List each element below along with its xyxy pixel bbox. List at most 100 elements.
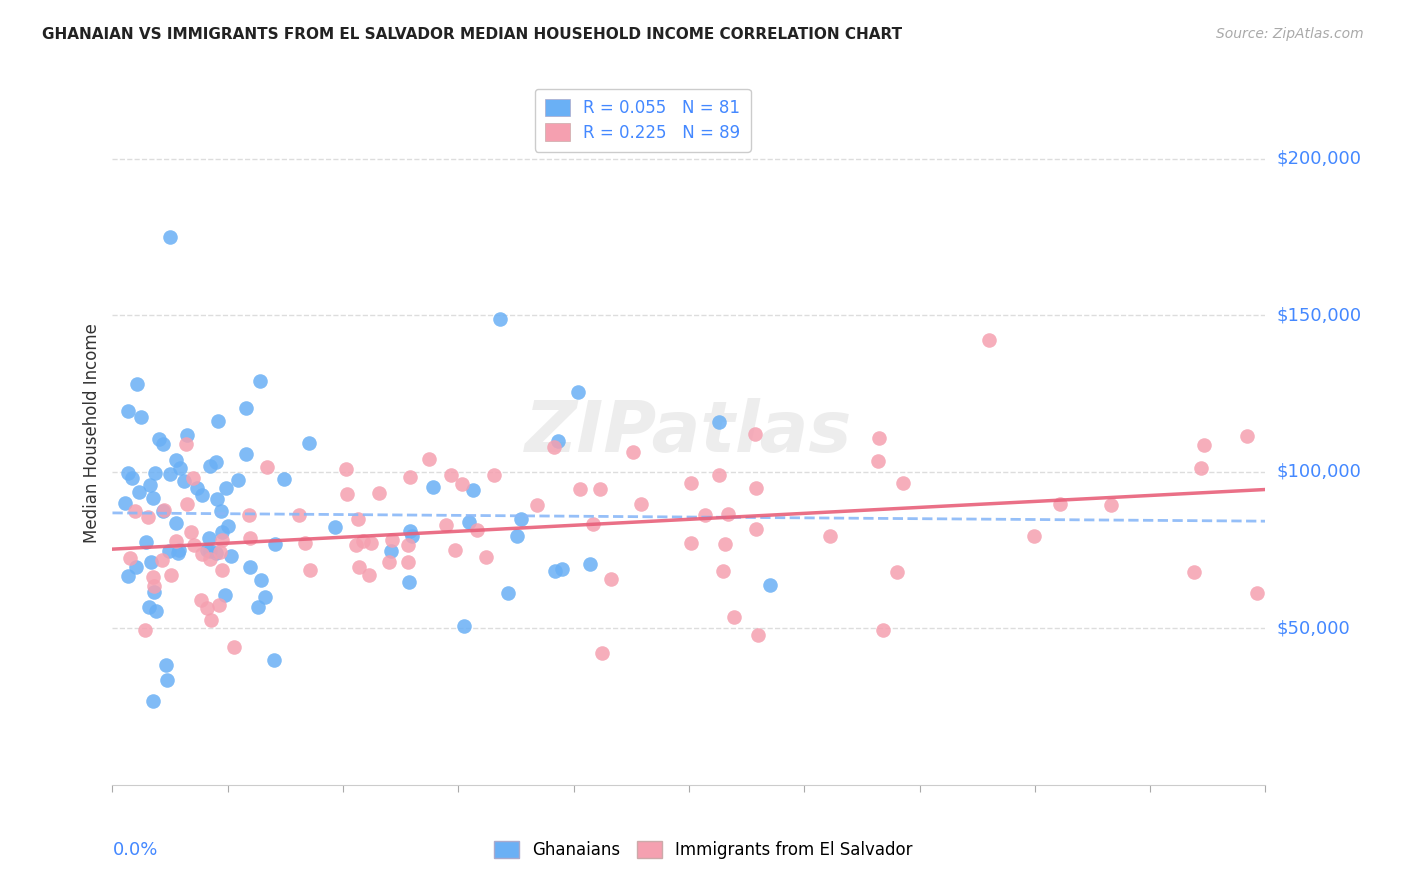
Point	[451, 476, 474, 491]
Point	[176, 497, 198, 511]
Point	[174, 437, 197, 451]
Text: $50,000: $50,000	[1277, 619, 1351, 638]
Point	[166, 546, 188, 560]
Point	[159, 230, 181, 244]
Point	[169, 461, 191, 475]
Point	[526, 498, 548, 512]
Point	[142, 570, 165, 584]
Point	[239, 532, 262, 546]
Point	[709, 467, 731, 482]
Point	[872, 623, 894, 637]
Point	[496, 586, 519, 600]
Point	[200, 613, 222, 627]
Point	[250, 574, 273, 588]
Text: 0.0%: 0.0%	[112, 841, 157, 859]
Point	[263, 537, 285, 551]
Point	[215, 481, 238, 495]
Point	[142, 579, 165, 593]
Point	[1246, 586, 1268, 600]
Point	[181, 470, 204, 484]
Text: $200,000: $200,000	[1277, 150, 1362, 168]
Point	[191, 547, 214, 561]
Point	[120, 550, 142, 565]
Point	[190, 593, 212, 607]
Point	[157, 543, 180, 558]
Point	[180, 525, 202, 540]
Point	[359, 567, 381, 582]
Point	[165, 533, 187, 548]
Point	[159, 568, 181, 582]
Point	[145, 604, 167, 618]
Point	[226, 473, 249, 487]
Point	[713, 537, 735, 551]
Point	[744, 522, 766, 536]
Point	[453, 619, 475, 633]
Point	[134, 623, 156, 637]
Point	[868, 431, 890, 445]
Point	[866, 453, 889, 467]
Point	[114, 496, 136, 510]
Point	[422, 480, 444, 494]
Point	[818, 529, 841, 543]
Legend: Ghanaians, Immigrants from El Salvador: Ghanaians, Immigrants from El Salvador	[486, 834, 920, 866]
Point	[263, 653, 285, 667]
Point	[349, 559, 371, 574]
Point	[589, 483, 612, 497]
Point	[484, 468, 506, 483]
Point	[152, 503, 174, 517]
Point	[475, 549, 498, 564]
Point	[711, 564, 734, 578]
Point	[434, 518, 457, 533]
Point	[135, 534, 157, 549]
Point	[219, 549, 242, 563]
Point	[891, 475, 914, 490]
Point	[165, 516, 187, 531]
Point	[222, 640, 245, 655]
Point	[444, 542, 467, 557]
Point	[591, 646, 613, 660]
Point	[127, 377, 149, 392]
Point	[759, 578, 782, 592]
Legend: R = 0.055   N = 81, R = 0.225   N = 89: R = 0.055 N = 81, R = 0.225 N = 89	[536, 88, 751, 152]
Point	[256, 459, 278, 474]
Point	[621, 444, 644, 458]
Point	[399, 470, 422, 484]
Point	[128, 484, 150, 499]
Point	[1049, 497, 1071, 511]
Point	[238, 559, 260, 574]
Point	[159, 467, 181, 481]
Point	[745, 481, 768, 495]
Point	[139, 477, 162, 491]
Point	[191, 488, 214, 502]
Point	[197, 543, 219, 558]
Point	[543, 564, 565, 578]
Point	[143, 466, 166, 480]
Point	[510, 512, 533, 526]
Point	[398, 574, 420, 589]
Point	[1099, 498, 1122, 512]
Point	[136, 510, 159, 524]
Point	[298, 563, 321, 577]
Point	[142, 491, 165, 506]
Point	[1022, 529, 1045, 543]
Point	[173, 475, 195, 489]
Point	[198, 544, 221, 558]
Point	[209, 504, 232, 518]
Point	[138, 600, 160, 615]
Point	[378, 555, 401, 569]
Point	[418, 451, 440, 466]
Point	[198, 531, 221, 545]
Point	[238, 508, 260, 522]
Point	[217, 519, 239, 533]
Point	[235, 447, 257, 461]
Point	[156, 673, 179, 688]
Point	[401, 529, 423, 543]
Point	[717, 507, 740, 521]
Point	[143, 585, 166, 599]
Point	[142, 694, 165, 708]
Point	[1236, 428, 1258, 442]
Point	[125, 560, 148, 574]
Point	[335, 462, 357, 476]
Point	[679, 476, 702, 491]
Point	[150, 553, 173, 567]
